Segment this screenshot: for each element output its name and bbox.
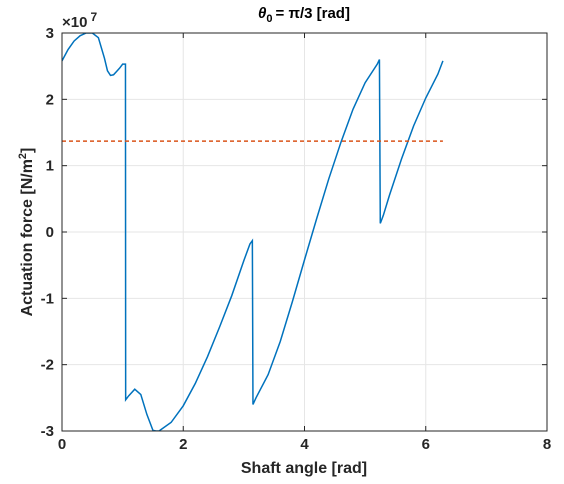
- y-tick-labels: 3 2 1 0 -1 -2 -3: [41, 25, 54, 440]
- x-tick-label: 0: [58, 436, 66, 453]
- x-tick-label: 8: [543, 436, 551, 453]
- y-axis-label: Actuation force [N/m2]: [17, 148, 36, 317]
- chart-title: θ0 = π/3 [rad]: [258, 5, 350, 25]
- x-tick-label: 6: [422, 436, 430, 453]
- axes-frame: [61, 32, 548, 432]
- x-tick-label: 4: [300, 436, 309, 453]
- y-tick-label: -1: [41, 290, 54, 307]
- x-tick-labels: 0 2 4 6 8: [58, 436, 551, 453]
- plot-area: [62, 33, 444, 431]
- force-curve: [62, 33, 444, 431]
- y-tick-label: 1: [46, 158, 54, 175]
- y-tick-label: 3: [46, 25, 54, 42]
- x-tick-label: 2: [179, 436, 187, 453]
- y-tick-label: -2: [41, 357, 54, 374]
- y-tick-label: 2: [46, 91, 54, 108]
- x-axis-label: Shaft angle [rad]: [241, 460, 367, 477]
- y-exponent-label: ×10 7: [62, 10, 97, 31]
- y-tick-label: -3: [41, 423, 54, 440]
- axes-box: [61, 32, 548, 432]
- grid: [61, 32, 548, 432]
- y-tick-label: 0: [46, 224, 54, 241]
